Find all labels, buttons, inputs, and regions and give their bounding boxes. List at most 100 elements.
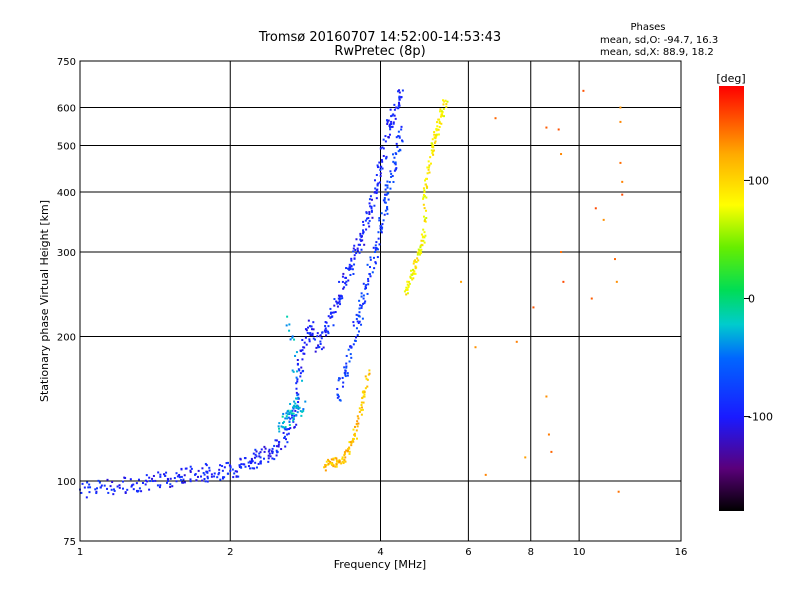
colorbar-tick-label: 100 bbox=[748, 174, 769, 187]
data-point bbox=[362, 294, 365, 297]
data-point bbox=[374, 261, 377, 264]
data-point bbox=[275, 445, 278, 448]
y-tick-label: 75 bbox=[63, 537, 76, 548]
data-point bbox=[374, 262, 377, 265]
data-point bbox=[275, 449, 278, 452]
data-point bbox=[394, 117, 397, 120]
data-point bbox=[341, 376, 344, 379]
data-point bbox=[296, 380, 299, 383]
data-point bbox=[337, 379, 340, 382]
data-point bbox=[356, 415, 359, 418]
data-point bbox=[179, 479, 182, 482]
data-point bbox=[352, 440, 355, 443]
data-point bbox=[255, 455, 258, 458]
data-point bbox=[286, 428, 289, 431]
data-point bbox=[325, 460, 328, 463]
data-point bbox=[325, 321, 328, 324]
data-point bbox=[336, 305, 339, 308]
data-point bbox=[111, 481, 114, 484]
data-point bbox=[249, 460, 252, 463]
data-point bbox=[376, 183, 379, 186]
data-point bbox=[358, 407, 361, 410]
data-point bbox=[386, 192, 389, 195]
data-point bbox=[222, 476, 225, 479]
data-point bbox=[378, 219, 381, 222]
data-point bbox=[95, 490, 98, 493]
data-point bbox=[413, 272, 416, 275]
data-point bbox=[370, 209, 373, 212]
series-x-mode-low-segment-yellow- bbox=[323, 369, 371, 472]
data-point bbox=[284, 417, 287, 420]
data-point bbox=[408, 282, 411, 285]
data-point bbox=[247, 461, 250, 464]
data-point bbox=[221, 465, 224, 468]
data-point bbox=[368, 202, 371, 205]
data-point bbox=[392, 160, 395, 163]
data-point bbox=[291, 416, 294, 419]
data-point bbox=[594, 207, 597, 210]
data-point bbox=[422, 197, 425, 200]
data-point bbox=[356, 249, 359, 252]
data-point bbox=[291, 336, 294, 339]
data-point bbox=[393, 108, 396, 111]
data-point bbox=[249, 467, 252, 470]
data-point bbox=[167, 479, 170, 482]
data-point bbox=[296, 404, 299, 407]
data-point bbox=[360, 323, 363, 326]
data-point bbox=[395, 136, 398, 139]
data-point bbox=[435, 129, 438, 132]
data-point bbox=[346, 372, 349, 375]
data-point bbox=[372, 256, 375, 259]
data-point bbox=[370, 207, 373, 210]
data-point bbox=[341, 456, 344, 459]
stats-x: mean, sd,X: 88.9, 18.2 bbox=[600, 47, 714, 58]
data-point bbox=[405, 289, 408, 292]
data-point bbox=[255, 466, 258, 469]
data-point bbox=[368, 211, 371, 214]
data-point bbox=[281, 415, 284, 418]
data-point bbox=[378, 181, 381, 184]
data-point bbox=[421, 236, 424, 239]
data-point bbox=[358, 307, 361, 310]
data-point bbox=[80, 491, 83, 494]
data-point bbox=[289, 402, 292, 405]
data-point bbox=[341, 275, 344, 278]
data-point bbox=[360, 413, 363, 416]
data-point bbox=[337, 297, 340, 300]
data-point bbox=[361, 396, 364, 399]
data-point bbox=[282, 431, 285, 434]
data-point bbox=[343, 371, 346, 374]
data-point bbox=[344, 369, 347, 372]
data-point bbox=[360, 239, 363, 242]
data-point bbox=[384, 209, 387, 212]
data-point bbox=[251, 467, 254, 470]
y-tick-labels: 75 100 200 300 400 500 600 750 bbox=[57, 57, 76, 548]
data-point bbox=[149, 480, 152, 483]
data-point bbox=[283, 437, 286, 440]
data-point bbox=[169, 485, 172, 488]
data-point bbox=[284, 428, 287, 431]
data-point bbox=[423, 236, 426, 239]
data-point bbox=[197, 469, 200, 472]
data-point bbox=[332, 457, 335, 460]
data-point bbox=[289, 411, 292, 414]
data-point bbox=[291, 369, 294, 372]
data-point bbox=[405, 293, 408, 296]
data-point bbox=[617, 490, 620, 493]
data-point bbox=[311, 332, 314, 335]
data-point bbox=[381, 167, 384, 170]
data-point bbox=[244, 457, 247, 460]
data-point bbox=[392, 180, 395, 183]
data-point bbox=[398, 136, 401, 139]
data-point bbox=[345, 283, 348, 286]
data-point bbox=[314, 338, 317, 341]
x-tick-label: 10 bbox=[573, 547, 586, 558]
data-point bbox=[95, 492, 98, 495]
data-point bbox=[416, 251, 419, 254]
data-point bbox=[358, 311, 361, 314]
data-point bbox=[374, 246, 377, 249]
data-point bbox=[254, 448, 257, 451]
data-point bbox=[137, 478, 140, 481]
data-point bbox=[412, 272, 415, 275]
data-point bbox=[349, 345, 352, 348]
